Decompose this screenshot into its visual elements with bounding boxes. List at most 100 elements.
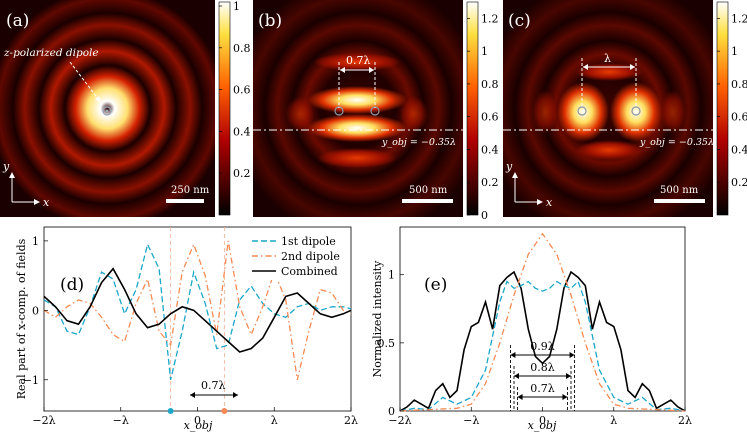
x-tick-label: −λ <box>113 414 129 427</box>
legend-label: 1st dipole <box>281 235 336 248</box>
y-tick-label: 0.5 <box>378 337 396 350</box>
colorbar-a: 0.2 0.4 0.6 0.8 1 <box>218 0 251 216</box>
scale-bar <box>166 199 204 203</box>
side-lobe <box>313 53 401 71</box>
colorbar-tick-label: 1.2 <box>731 12 747 25</box>
panel-a: (a) z-polarized dipole y x 250 nm 0.2 0.4… <box>0 0 251 217</box>
side-lobe <box>575 140 643 160</box>
scale-bar <box>402 199 453 203</box>
axes-indicator: y x <box>2 160 50 209</box>
colorbar-tick-label: 1.2 <box>481 12 499 25</box>
main-lobe-left <box>557 82 609 142</box>
colorbar-tick-label: 0.8 <box>731 78 747 91</box>
colorbar-tick-label: 0.6 <box>731 111 747 124</box>
y-tick-label: 0 <box>32 304 39 317</box>
colorbar-tick-label: 0.4 <box>481 143 499 156</box>
observation-line-label-c: y_obj = −0.35λ <box>639 137 714 148</box>
separation-annotation-d: 0.7λ <box>190 379 238 398</box>
xlabel-d: x_obj <box>184 419 213 432</box>
ylabel-d: Real part of x-comp. of fields <box>15 238 28 399</box>
colorbar-tick-label: 0.2 <box>233 167 251 180</box>
ticks-e: −2λ −λ 0 λ 2λ 0 0.5 1 <box>378 269 693 427</box>
scale-bar <box>654 199 705 203</box>
dipole-annotation-arrowhead <box>95 96 101 103</box>
x-tick-label: −2λ <box>388 414 411 427</box>
colorbar-a-ticks: 0.2 0.4 0.6 0.8 1 <box>219 0 251 180</box>
x-tick-label: 0 <box>539 414 546 427</box>
panel-a-map <box>0 0 215 217</box>
axis-y-label: y <box>2 160 10 173</box>
colorbar-tick-label: 1 <box>731 45 738 58</box>
x-tick-label: −2λ <box>32 414 55 427</box>
ylabel-e: Normalized intensity <box>371 260 384 378</box>
x-tick-label: λ <box>271 414 278 427</box>
x-tick-label: λ <box>610 414 617 427</box>
panel-c: λ y_obj = −0.35λ (c) y x 500 nm 0.20.40.… <box>503 0 747 217</box>
colorbar-b-ticks: 0 0.2 0.4 0.6 0.8 1 1.2 <box>467 12 499 222</box>
colorbar-tick-label: 0.6 <box>233 84 251 97</box>
panel-b: 0.7λ y_obj = −0.35λ (b) 500 nm 0 0.2 0.4 0.… <box>253 0 499 222</box>
side-lobe <box>533 90 557 134</box>
colorbar-c: 0.2 0.4 0.6 0.8 1 1.2 <box>716 1 747 216</box>
axis-y-label: y <box>505 160 513 173</box>
panel-b-label: (b) <box>258 11 282 31</box>
colorbar-tick-label: 0.2 <box>481 176 499 189</box>
series-line <box>43 242 352 380</box>
dipole-marker-center <box>105 109 109 113</box>
dipole-marker <box>631 106 641 116</box>
y-tick-label: 0 <box>388 405 395 418</box>
side-lobe <box>400 96 428 132</box>
colorbar-tick-label: 0.4 <box>233 125 251 138</box>
panel-d-label: (d) <box>60 275 84 295</box>
x-tick-label: −λ <box>463 414 479 427</box>
annotation-label: 0.9λ <box>530 340 554 353</box>
colorbar-tick-label: 1 <box>481 45 488 58</box>
panel-c-label: (c) <box>508 11 531 31</box>
panel-e-label: (e) <box>424 275 447 295</box>
annotation-label: 0.8λ <box>530 361 554 374</box>
x-tick-label: 2λ <box>344 414 358 427</box>
dipole-annotation: z-polarized dipole <box>3 47 99 59</box>
dipole-marker <box>102 106 112 116</box>
dipole-annotation-arrow <box>69 61 100 101</box>
separation-label-c: λ <box>604 52 611 65</box>
dipole-guides-d <box>167 227 228 414</box>
axis-x-label: x <box>43 196 50 209</box>
main-lobe-right <box>610 82 662 142</box>
main-lobe-lower <box>307 114 407 142</box>
colorbar-b: 0 0.2 0.4 0.6 0.8 1 1.2 <box>466 1 499 222</box>
y-tick-label: 1 <box>388 269 395 282</box>
xlabel-e: x_obj <box>528 419 557 432</box>
colorbar-c-ticks: 0.2 0.4 0.6 0.8 1 1.2 <box>717 12 747 189</box>
observation-line-label-b: y_obj = −0.35λ <box>381 137 456 148</box>
series-e <box>399 232 686 412</box>
legend-label: Combined <box>281 265 338 278</box>
colorbar-tick-label: 0 <box>481 209 488 222</box>
separation-label-b: 0.7λ <box>346 54 370 67</box>
annotation-label: 0.7λ <box>530 382 554 395</box>
ticks-d: −2λ −λ 0 λ 2λ −1 0 1 <box>23 235 358 427</box>
separation-annotations-e: 0.9λ 0.8λ 0.7λ <box>509 340 576 411</box>
x-tick-label: 2λ <box>678 414 692 427</box>
annotation-arrowhead <box>517 394 568 400</box>
y-tick-label: 1 <box>32 235 39 248</box>
scale-bar-label: 500 nm <box>409 185 448 196</box>
legend-d: 1st dipole 2nd dipole Combined <box>249 232 349 280</box>
axes-indicator: y x <box>505 160 553 209</box>
dipole-marker <box>577 106 587 116</box>
colorbar-tick-label: 0.6 <box>481 111 499 124</box>
separation-label-d: 0.7λ <box>201 379 225 392</box>
side-lobe <box>286 96 314 132</box>
series-line <box>399 270 686 412</box>
panel-d: −2λ −λ 0 λ 2λ −1 0 1 (d) Real part of x-comp. o… <box>15 226 358 432</box>
panel-e: 0.9λ 0.8λ 0.7λ −2λ −λ 0 λ 2λ 0 0.5 1 (e) Normaliz… <box>371 226 693 432</box>
series-d <box>43 240 352 380</box>
plot-e-frame <box>399 226 686 412</box>
series-line <box>399 232 686 412</box>
colorbar-tick-label: 0.4 <box>731 143 747 156</box>
colorbar-tick-label: 0.8 <box>481 78 499 91</box>
dipole-dot <box>167 408 174 414</box>
panel-a-label: (a) <box>6 11 29 31</box>
legend-label: 2nd dipole <box>281 250 340 263</box>
